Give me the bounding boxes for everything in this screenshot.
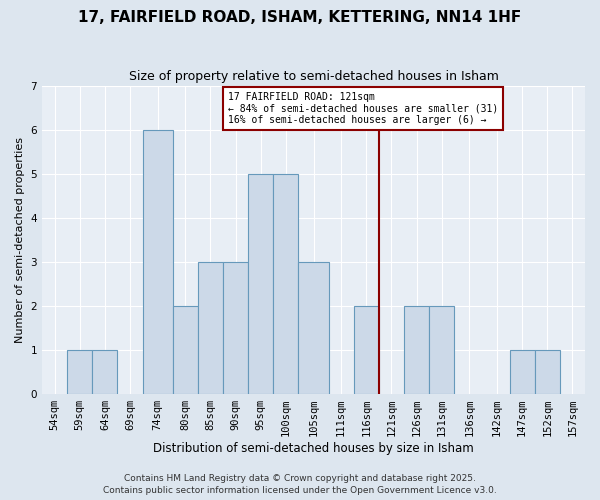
Bar [509, 350, 535, 394]
Bar [67, 350, 92, 394]
Bar [298, 262, 329, 394]
Bar [354, 306, 379, 394]
Bar [143, 130, 173, 394]
Bar [223, 262, 248, 394]
Bar [198, 262, 223, 394]
Text: Contains HM Land Registry data © Crown copyright and database right 2025.
Contai: Contains HM Land Registry data © Crown c… [103, 474, 497, 495]
Bar [429, 306, 454, 394]
Text: 17, FAIRFIELD ROAD, ISHAM, KETTERING, NN14 1HF: 17, FAIRFIELD ROAD, ISHAM, KETTERING, NN… [79, 10, 521, 25]
Bar [92, 350, 118, 394]
Bar [173, 306, 198, 394]
Y-axis label: Number of semi-detached properties: Number of semi-detached properties [15, 137, 25, 343]
Bar [248, 174, 274, 394]
Title: Size of property relative to semi-detached houses in Isham: Size of property relative to semi-detach… [128, 70, 499, 83]
Bar [535, 350, 560, 394]
Text: 17 FAIRFIELD ROAD: 121sqm
← 84% of semi-detached houses are smaller (31)
16% of : 17 FAIRFIELD ROAD: 121sqm ← 84% of semi-… [228, 92, 499, 126]
Bar [274, 174, 298, 394]
Bar [404, 306, 429, 394]
X-axis label: Distribution of semi-detached houses by size in Isham: Distribution of semi-detached houses by … [153, 442, 474, 455]
